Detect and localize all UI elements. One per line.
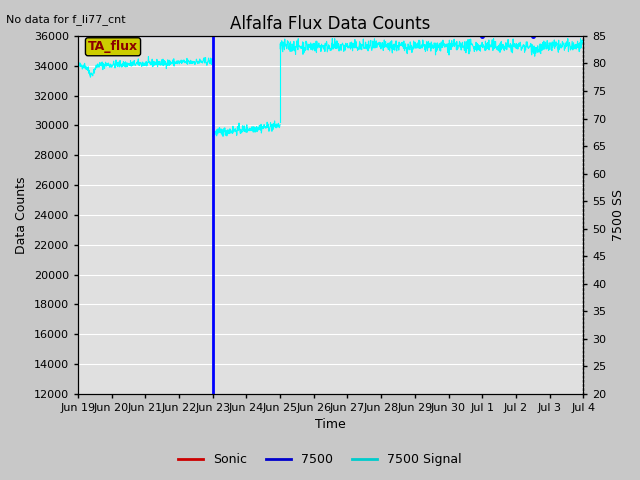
Y-axis label: 7500 SS: 7500 SS (612, 189, 625, 241)
Text: No data for f_li77_cnt: No data for f_li77_cnt (6, 14, 126, 25)
Y-axis label: Data Counts: Data Counts (15, 176, 28, 253)
X-axis label: Time: Time (315, 419, 346, 432)
Text: TA_flux: TA_flux (88, 40, 138, 53)
Legend: Sonic, 7500, 7500 Signal: Sonic, 7500, 7500 Signal (173, 448, 467, 471)
Title: Alfalfa Flux Data Counts: Alfalfa Flux Data Counts (230, 15, 431, 33)
